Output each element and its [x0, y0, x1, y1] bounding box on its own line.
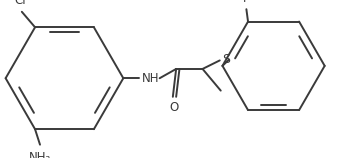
Text: F: F — [243, 0, 250, 5]
Text: NH: NH — [142, 72, 159, 85]
Text: S: S — [222, 53, 231, 66]
Text: NH₂: NH₂ — [29, 151, 51, 158]
Text: Cl: Cl — [14, 0, 26, 7]
Text: O: O — [170, 101, 179, 114]
